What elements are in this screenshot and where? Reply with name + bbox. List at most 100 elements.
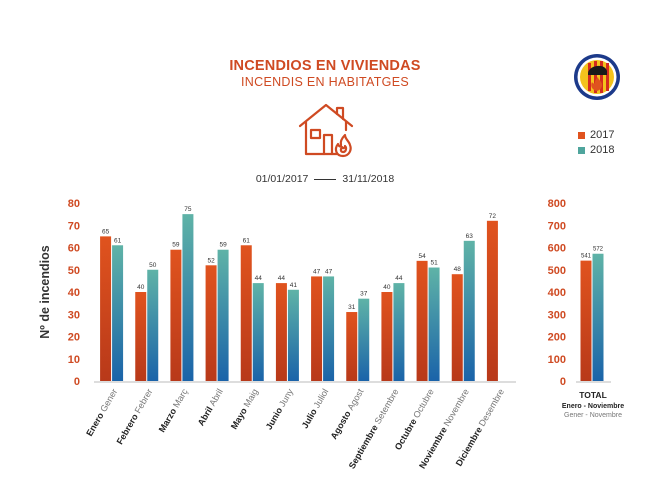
date-end: 31/11/2018 — [342, 173, 395, 185]
total-sublabel-primary: Enero - Noviembre — [562, 403, 624, 410]
data-label: 61 — [243, 237, 251, 244]
total-y-tick-label: 500 — [548, 265, 566, 277]
x-tick-label: Julio Juliol — [300, 387, 331, 430]
bar-2017-marzo — [170, 249, 182, 381]
x-tick-label-secondary: Novembre — [442, 387, 471, 428]
y-tick-label: 30 — [68, 309, 80, 321]
x-tick-label-secondary: Desembre — [477, 387, 506, 428]
data-label: 50 — [149, 262, 157, 269]
total-label: TOTAL — [579, 390, 607, 400]
x-tick-label-secondary: Octubre — [411, 387, 436, 420]
fire-brigade-logo — [574, 54, 620, 100]
data-label: 44 — [395, 275, 403, 282]
data-label: 40 — [137, 284, 145, 291]
legend-item-2017: 2017 — [578, 129, 614, 141]
x-tick-label-secondary: Febrer — [133, 387, 155, 415]
bar-2017-junio — [275, 283, 287, 381]
total-y-tick-label: 100 — [548, 354, 566, 366]
bar-2017-mayo — [240, 245, 252, 381]
total-sublabel-secondary: Gener - Novembre — [564, 412, 622, 419]
data-label: 75 — [184, 206, 192, 213]
bar-2018-julio — [323, 276, 335, 381]
x-tick-label-secondary: Juny — [277, 387, 295, 409]
x-tick-label-secondary: Agost — [345, 387, 365, 412]
bar-2017-agosto — [346, 312, 358, 381]
y-tick-label: 0 — [74, 376, 80, 388]
total-y-tick-label: 800 — [548, 198, 566, 210]
x-tick-label-secondary: Març — [171, 387, 190, 410]
x-tick-label-secondary: Abril — [207, 387, 225, 408]
x-tick-label-secondary: Juliol — [311, 387, 330, 410]
date-range: 01/01/2017 31/11/2018 — [0, 173, 650, 185]
data-label: 54 — [418, 253, 426, 260]
bar-2017-noviembre — [451, 274, 463, 381]
bar-2018-octubre — [428, 267, 440, 381]
legend-item-2018: 2018 — [578, 144, 614, 156]
bar-2018-agosto — [358, 298, 370, 381]
data-label: 31 — [348, 304, 356, 311]
bar-2018-noviembre — [463, 240, 475, 381]
data-label: 59 — [219, 242, 227, 249]
x-tick-label-secondary: Setembre — [372, 387, 400, 426]
data-label: 51 — [430, 260, 438, 267]
x-tick-label: Junio Juny — [264, 387, 296, 432]
data-label: 59 — [172, 242, 180, 249]
x-tick-label-primary: Agosto — [329, 407, 354, 441]
x-tick-label-secondary: Gener — [98, 387, 119, 414]
bar-2017-septiembre — [381, 292, 393, 381]
total-y-tick-label: 300 — [548, 309, 566, 321]
data-label: 47 — [313, 268, 321, 275]
data-label: 65 — [102, 228, 110, 235]
chart-subtitle: INCENDIS EN HABITATGES — [241, 75, 409, 89]
x-tick-label-primary: Diciembre — [454, 423, 486, 468]
total-y-tick-label: 200 — [548, 332, 566, 344]
y-tick-label: 70 — [68, 220, 80, 232]
total-bar-2017 — [580, 260, 592, 381]
x-tick-label: Enero Gener — [84, 387, 119, 438]
x-tick-label-secondary: Maig — [242, 387, 260, 409]
total-bar-2018 — [592, 253, 604, 381]
y-tick-label: 60 — [68, 243, 80, 255]
bar-2018-septiembre — [393, 283, 405, 381]
data-label: 37 — [360, 291, 368, 298]
total-data-label: 572 — [593, 247, 604, 253]
bar-2018-junio — [287, 289, 299, 381]
bar-2017-febrero — [135, 292, 147, 381]
total-y-tick-label: 0 — [560, 376, 566, 388]
x-tick-label-primary: Octubre — [393, 415, 420, 452]
bar-2018-abril — [217, 249, 229, 381]
x-tick-label: Octubre Octubre — [393, 387, 436, 452]
x-tick-label: Abril Abril — [196, 387, 225, 428]
x-tick-label: Febrero Febrer — [115, 387, 155, 446]
bar-2017-diciembre — [486, 220, 498, 381]
total-y-tick-label: 700 — [548, 220, 566, 232]
x-tick-label: Agosto Agost — [329, 387, 366, 441]
y-tick-label: 20 — [68, 332, 80, 344]
data-label: 63 — [466, 233, 474, 240]
house-fire-icon — [298, 103, 354, 158]
data-label: 47 — [325, 268, 333, 275]
x-tick-label: Marzo Març — [157, 387, 190, 434]
total-data-label: 541 — [581, 254, 592, 260]
data-label: 44 — [255, 275, 263, 282]
x-tick-label-primary: Septiembre — [347, 421, 381, 471]
bar-2017-julio — [311, 276, 323, 381]
bar-2017-octubre — [416, 260, 428, 381]
data-label: 52 — [207, 257, 215, 264]
x-tick-label-primary: Enero — [84, 409, 107, 438]
x-tick-label-primary: Marzo — [157, 404, 180, 434]
legend-label-2018: 2018 — [590, 144, 615, 156]
data-label: 40 — [383, 284, 391, 291]
bar-2018-febrero — [147, 269, 159, 381]
bar-2018-enero — [112, 245, 124, 381]
legend-swatch-2018 — [578, 146, 585, 154]
date-dash — [314, 178, 337, 180]
y-tick-label: 10 — [68, 354, 80, 366]
data-label: 48 — [454, 266, 462, 273]
bar-2018-mayo — [252, 283, 264, 381]
y-axis-label: Nº de incendios — [38, 245, 52, 339]
bar-2017-abril — [205, 265, 217, 381]
total-y-tick-label: 600 — [548, 243, 566, 255]
